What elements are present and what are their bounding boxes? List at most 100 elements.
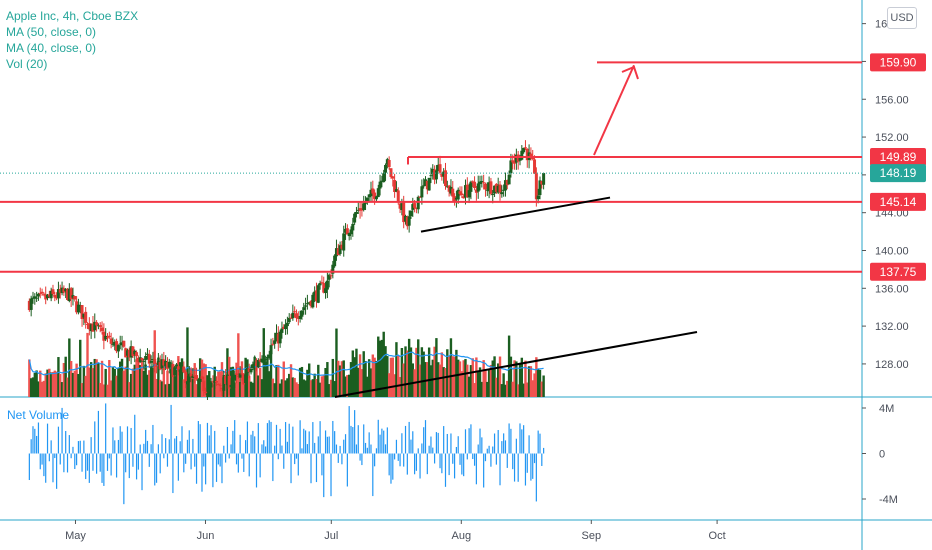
volume-bar [347,374,351,397]
candle-body [291,312,295,319]
volume-bar [93,358,96,397]
net-volume-bar [34,428,36,454]
candle-body [427,177,431,191]
net-volume-bar [214,430,216,454]
candle-body [104,335,108,340]
candle-body [333,255,337,267]
symbol-title[interactable]: Apple Inc, 4h, Cboe BZX [6,9,139,23]
candle-body [204,391,208,393]
volume-bar [471,358,474,397]
net-volume-bar [452,453,454,464]
net-volume-bar [201,453,203,492]
net-volume-bar [246,421,249,454]
net-volume-bar [334,431,336,454]
net-volume-bar [264,446,267,454]
net-volume-bar [466,453,468,460]
net-volume-bar [277,453,279,460]
candle-body [184,371,188,384]
net-volume-bar [66,453,69,473]
volume-bar [182,379,186,397]
candle-body [300,310,304,317]
price-tick-label: 136.00 [875,283,909,295]
net-volume-title[interactable]: Net Volume [7,408,70,422]
volume-bar [171,373,175,397]
candle-body [160,359,164,369]
ma40-label[interactable]: MA (40, close, 0) [6,41,97,55]
ma50-label[interactable]: MA (50, close, 0) [6,25,97,39]
net-volume-bar [455,446,457,454]
net-volume-bar [121,431,123,454]
volume-bar [180,358,184,397]
net-volume-bar [335,444,338,454]
net-volume-bar [326,436,328,454]
volume-bar [224,380,227,397]
net-volume-bar [515,438,517,454]
volume-bar [253,356,256,397]
volume-bar [440,352,444,397]
net-volume-bar [533,453,536,464]
candle-body [124,348,128,358]
volume-bar [455,349,458,397]
net-volume-bar [288,423,290,454]
net-volume-bar [88,453,90,483]
currency-button[interactable]: USD [887,7,917,29]
volume-bar [309,380,313,397]
volume-bar [511,381,514,397]
net-volume-bar [346,453,348,487]
net-volume-bar [225,453,227,463]
volume-bar [535,357,538,397]
candle-body [487,182,491,192]
volume-bar [104,368,107,397]
net-volume-bar [203,453,205,467]
candle-body [273,340,277,344]
volume-bar [496,363,500,397]
net-volume-bar [403,453,405,467]
candle-body [144,355,148,360]
net-volume-bar [328,436,330,454]
net-volume-bar [314,442,316,454]
net-volume-bar [210,425,212,454]
candle-body [31,297,35,299]
candle-body [131,346,135,357]
candle-body [523,147,527,149]
candle-body [136,357,140,363]
volume-ma-line [28,351,544,376]
net-volume-bar [377,419,379,454]
candles[interactable] [27,140,546,401]
candle-body [53,294,57,298]
candle-body [276,333,280,344]
net-volume-bar [270,421,272,454]
drawings[interactable] [334,64,698,398]
volume-label[interactable]: Vol (20) [6,57,48,71]
net-volume-bar [468,428,470,454]
volume-bar [146,374,149,397]
volume-bar [293,377,296,397]
legend: Apple Inc, 4h, Cboe BZX MA (50, close, 0… [6,8,138,72]
net-volume-bar [323,453,325,498]
net-volume-bar [464,429,467,454]
volume-bar [97,363,100,397]
price-levels[interactable] [0,61,862,273]
net-volume-bar [94,421,96,454]
candle-body [425,180,429,190]
candle-body [285,322,289,327]
candle-body [398,203,402,209]
candle-body [518,157,522,161]
candle-body [215,380,219,383]
net-volume-tick-label: 0 [879,449,885,461]
net-volume-bar [139,444,141,454]
candle-body [109,338,113,344]
net-volume-bar [286,441,288,454]
candle-body [538,180,542,196]
time-tick-label: Sep [582,530,602,542]
volume-bar [206,375,209,397]
volume-bar [342,360,345,397]
net-volume-bar [470,424,472,454]
candle-body [51,289,55,295]
net-volume-bar [119,426,121,454]
time-tick-label: Aug [452,530,472,542]
target-arrow-head [621,65,639,80]
candle-body [66,289,70,300]
candle-body [38,293,42,295]
